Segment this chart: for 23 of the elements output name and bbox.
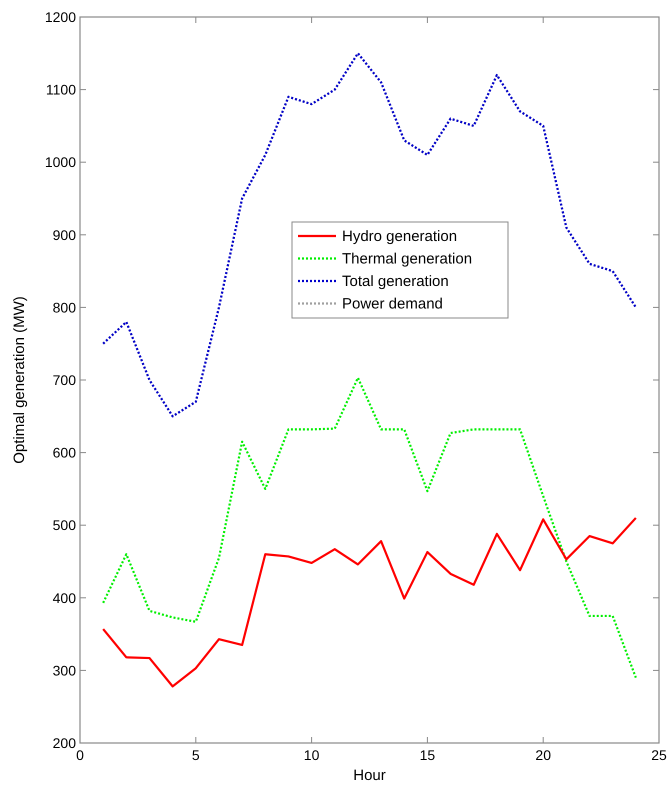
y-tick-label: 1200 [44, 9, 76, 25]
x-tick-label: 25 [651, 747, 667, 763]
y-tick-label: 700 [52, 372, 76, 388]
y-tick-label: 200 [52, 735, 76, 751]
y-tick-label: 300 [52, 662, 76, 678]
y-axis-title: Optimal generation (MW) [11, 296, 28, 464]
legend-label: Thermal generation [342, 250, 472, 268]
x-tick-label: 20 [535, 747, 552, 763]
legend-label: Total generation [342, 273, 449, 290]
x-tick-label: 5 [192, 747, 200, 763]
legend-label: Power demand [342, 296, 443, 312]
y-tick-label: 900 [52, 226, 76, 243]
y-tick-label: 400 [52, 590, 76, 606]
y-tick-label: 1100 [46, 82, 76, 98]
y-tick-label: 500 [52, 517, 76, 534]
x-tick-label: 15 [420, 747, 436, 763]
y-tick-label: 600 [52, 444, 76, 461]
x-axis-title: Hour [353, 767, 386, 784]
x-tick-label: 10 [304, 747, 320, 763]
y-tick-label: 1000 [44, 154, 76, 170]
x-tick-label: 0 [76, 747, 84, 763]
legend-label: Hydro generation [342, 228, 458, 245]
y-tick-label: 800 [52, 299, 76, 316]
